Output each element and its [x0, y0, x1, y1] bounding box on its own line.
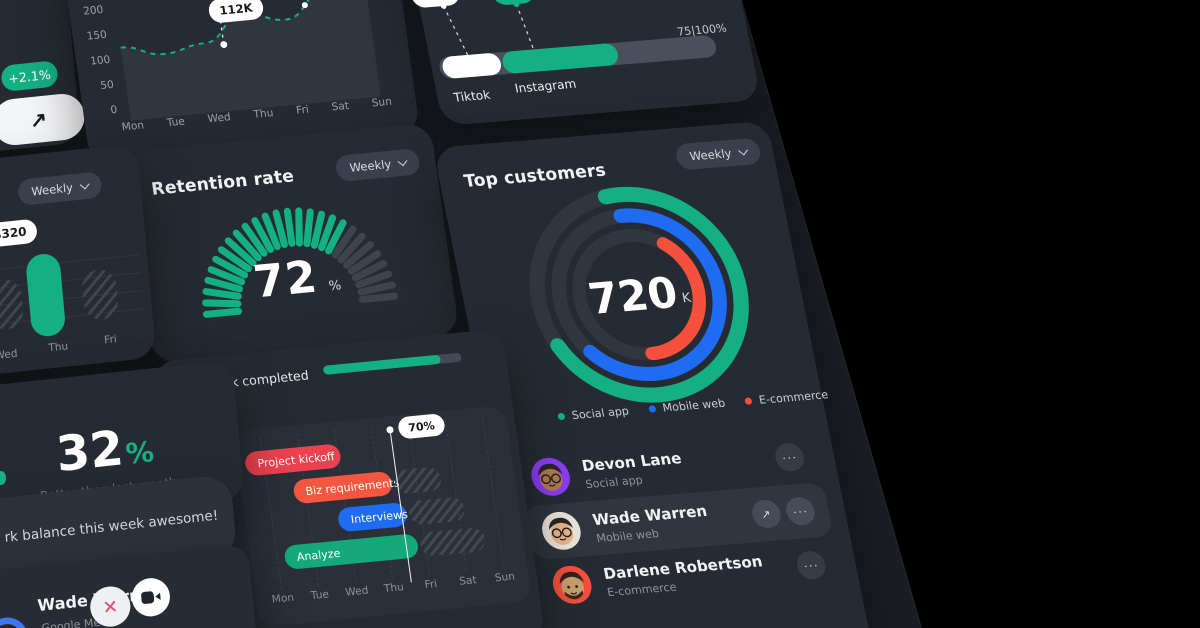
y-tick-label: 200 [82, 3, 105, 18]
day-label: Wed [0, 347, 19, 363]
chevron-down-icon [737, 145, 748, 156]
more-button[interactable]: ··· [783, 496, 818, 527]
gauge-number: 72 [250, 251, 321, 309]
period-label: Weekly [30, 180, 74, 199]
retention-gauge [202, 207, 399, 318]
more-button[interactable]: ··· [772, 442, 807, 473]
customer-row[interactable]: Devon Lane Social app ··· [512, 428, 823, 507]
customer-row[interactable]: Wade Warren Mobile web ↗ ··· [523, 481, 834, 561]
gantt-task[interactable]: Project kickoff [243, 443, 343, 477]
progress-marker-label: 70% [396, 413, 447, 440]
label-tiktok: Tiktok [452, 87, 492, 105]
cut-fragment-dot [0, 471, 6, 485]
day-label: Fri [423, 577, 439, 592]
y-tick-label: 50 [99, 78, 115, 93]
label-instagram: Instagram [513, 76, 578, 96]
day-label: Thu [47, 340, 69, 355]
legend-dot [648, 405, 657, 413]
x-axis: Mon Tue Wed Thu Fri Sat Sun [233, 405, 516, 605]
customers-list: Devon Lane Social app ··· Wade Warren Mobile… [512, 428, 844, 615]
gridline [0, 254, 139, 272]
row-actions: ··· [794, 550, 828, 581]
more-button[interactable]: ··· [794, 550, 828, 581]
bar-thu [25, 252, 67, 338]
row-actions: ↗ ··· [749, 496, 818, 530]
day-label: Fri [295, 103, 310, 117]
gantt-gridline [481, 415, 505, 568]
video-call-button[interactable] [130, 576, 172, 619]
bar-wed [0, 277, 25, 332]
day-label: Wed [344, 584, 370, 599]
period-label: Weekly [348, 156, 393, 175]
donut-center: 720 K [504, 172, 775, 417]
day-label: Thu [252, 107, 275, 121]
legend-dot [557, 412, 566, 421]
customer-info: Devon Lane Social app [580, 443, 765, 491]
close-icon [103, 599, 118, 614]
avatar [528, 456, 574, 497]
donut-total: 720 [584, 267, 682, 324]
segment-tiktok [440, 52, 503, 80]
period-label: Weekly [688, 146, 733, 164]
chevron-down-icon [79, 179, 90, 190]
gantt-task[interactable]: Analyze [283, 533, 420, 571]
tasks-progress-fill [322, 354, 442, 375]
card-weekly-earnings: Weekly $320 Wed Thu Fri [0, 143, 157, 390]
avatar [549, 564, 595, 605]
period-dropdown[interactable]: Weekly [17, 171, 103, 207]
day-label: Mon [121, 119, 145, 134]
stat-number: 32 [53, 420, 126, 484]
row-actions: ··· [772, 442, 807, 473]
tasks-progress-bar [322, 352, 463, 375]
price-tooltip: $320 [0, 218, 38, 249]
gridline [0, 272, 141, 290]
day-label: Sun [370, 95, 393, 110]
message-text: rk balance this week awesome! [3, 507, 219, 546]
y-tick-label: 150 [85, 28, 108, 43]
gantt-task-projection [408, 496, 466, 526]
bar-fri [80, 267, 120, 322]
gantt-task[interactable]: Interviews [337, 501, 409, 533]
stat-unit: % [124, 434, 156, 471]
chevron-down-icon [397, 156, 408, 167]
customers-donut: 720 K [504, 172, 775, 417]
gantt-task-projection [392, 466, 443, 495]
gauge-unit: % [327, 278, 343, 295]
legend-dot [744, 397, 753, 405]
card-social-progress: 75|100% Tiktok Instagram [390, 0, 762, 126]
day-label: Fri [103, 333, 118, 347]
change-badge: +2.1% [0, 60, 59, 92]
day-label: Thu [383, 581, 405, 596]
customer-row[interactable]: Darlene Robertson E-commerce ··· [534, 536, 845, 615]
progress-marker-dot [385, 426, 394, 434]
avatar [0, 615, 30, 628]
gantt-panel: Mon Tue Wed Thu Fri Sat Sun Project kickoff Biz … [232, 405, 533, 628]
video-camera-icon [141, 591, 161, 604]
day-label: Mon [271, 591, 295, 606]
donut-suffix: K [680, 290, 693, 306]
period-dropdown[interactable]: Weekly [674, 137, 762, 171]
day-label: Sat [458, 574, 478, 588]
gantt-task[interactable]: Biz requirements [291, 470, 400, 505]
y-tick-label: 0 [109, 103, 119, 117]
y-tick-label: 100 [89, 53, 112, 68]
period-dropdown[interactable]: Weekly [334, 148, 421, 183]
avatar [539, 510, 585, 551]
customer-info: Darlene Robertson E-commerce [602, 551, 787, 599]
day-label: Sat [330, 99, 350, 114]
card-retention-rate: Retention rate Weekly 72 % [124, 122, 460, 365]
leader-lines [440, 1, 535, 56]
card-weekly-traffic: 200 150 100 50 0 112K Mon Tue Wed Thu Fri Sat Sun [57, 0, 421, 165]
card-top-customers: Top customers Weekly 720 K Social app Mob… [433, 120, 879, 628]
open-button[interactable]: ↗ [749, 498, 784, 530]
day-label: Tue [166, 115, 186, 130]
day-label: Tue [310, 588, 330, 603]
customer-info: Wade Warren Mobile web [591, 499, 742, 545]
day-label: Sun [494, 570, 516, 585]
arrow-up-right-icon: ↗ [29, 108, 48, 132]
gantt-task-projection [419, 526, 487, 557]
day-label: Wed [206, 111, 232, 126]
donut-rings [529, 186, 749, 403]
